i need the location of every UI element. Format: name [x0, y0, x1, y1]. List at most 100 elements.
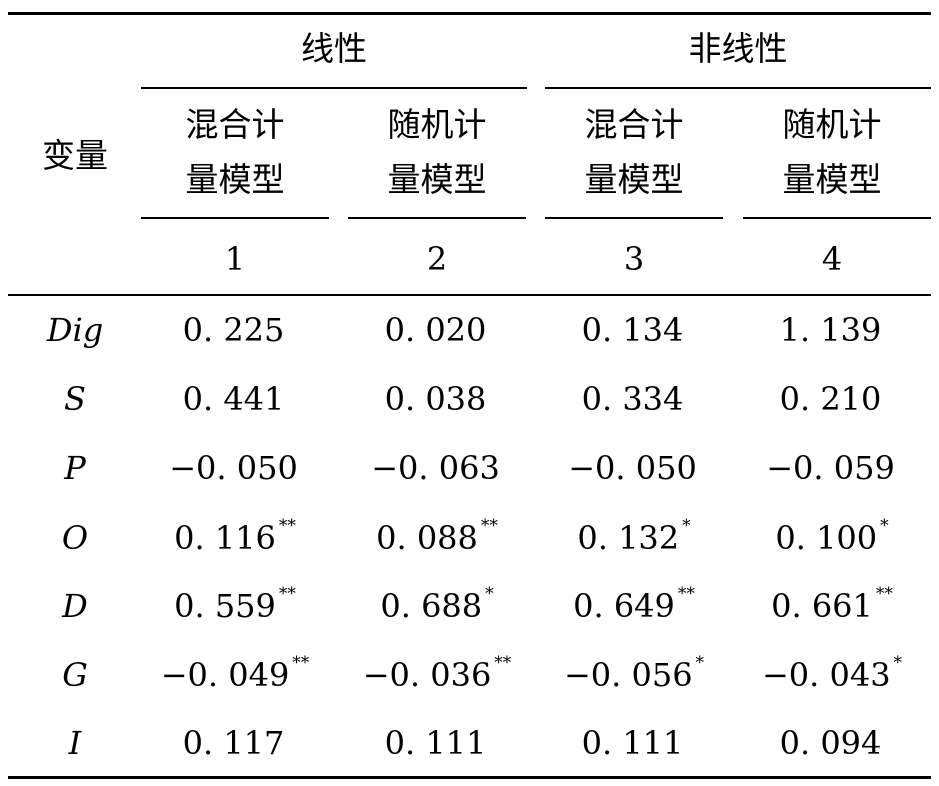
- significance-marker: **: [677, 584, 695, 604]
- table-cell: −0. 043 *: [733, 655, 931, 694]
- table-cell: 0. 334: [535, 383, 733, 415]
- cell-value: 0. 334: [581, 380, 684, 418]
- cell-value: 0. 210: [779, 380, 882, 418]
- model-1-title-line1: 混合计: [185, 105, 285, 144]
- table-cell: 0. 132 *: [535, 518, 733, 557]
- table-cell: 0. 117: [141, 727, 329, 759]
- cell-value: −0. 050: [169, 449, 298, 487]
- model-1-number: 1: [224, 240, 246, 278]
- model-2-title-line2: 量模型: [387, 160, 487, 199]
- cell-value: −0. 036: [362, 656, 492, 694]
- table-top-rule: [8, 12, 931, 15]
- model-1-rule: [141, 217, 329, 219]
- variable-column-header: 变量: [42, 136, 108, 175]
- model-3-number: 3: [623, 240, 645, 278]
- cell-value: −0. 059: [766, 449, 895, 487]
- table-cell: 0. 020: [338, 314, 536, 346]
- table-cell: −0. 050: [141, 452, 329, 484]
- table-cell: −0. 059: [733, 452, 931, 484]
- table-bottom-rule: [8, 776, 931, 779]
- cell-value: −0. 056: [563, 656, 693, 694]
- table-cell: 0. 134: [535, 314, 733, 346]
- table-cell: −0. 049 **: [141, 655, 329, 694]
- model-4-title-line1: 随机计: [782, 105, 882, 144]
- table-cell: 0. 100 *: [733, 518, 931, 557]
- table-cell: −0. 050: [535, 452, 733, 484]
- model-2-number: 2: [426, 240, 448, 278]
- significance-marker: **: [494, 653, 512, 673]
- cell-value: 1. 139: [779, 311, 882, 349]
- table-cell: 0. 111: [535, 727, 733, 759]
- row-variable-g: G: [62, 656, 88, 694]
- table-cell: 0. 111: [338, 727, 536, 759]
- cell-value: −0. 063: [371, 449, 500, 487]
- table-cell: 0. 661 **: [733, 586, 931, 625]
- cell-value: −0. 043: [761, 656, 891, 694]
- significance-marker: **: [480, 516, 498, 536]
- significance-marker: *: [682, 516, 691, 536]
- table-cell: 0. 649 **: [535, 586, 733, 625]
- cell-value: 0. 094: [779, 724, 882, 762]
- table-cell: 0. 688 *: [338, 586, 536, 625]
- cell-value: −0. 049: [160, 656, 290, 694]
- cell-value: 0. 441: [182, 380, 285, 418]
- cell-value: −0. 050: [568, 449, 697, 487]
- cell-value: 0. 116: [174, 519, 276, 557]
- model-3-rule: [545, 217, 723, 219]
- significance-marker: **: [875, 584, 893, 604]
- model-4-rule: [743, 217, 931, 219]
- cell-value: 0. 688: [380, 587, 483, 625]
- model-4-number: 4: [821, 240, 843, 278]
- cell-value: 0. 132: [577, 519, 680, 557]
- table-cell: −0. 063: [338, 452, 536, 484]
- linear-group-rule: [141, 87, 527, 89]
- nonlinear-group-rule: [545, 87, 931, 89]
- header-bottom-rule: [8, 294, 931, 296]
- row-variable-s: S: [64, 380, 86, 418]
- significance-marker: **: [278, 584, 296, 604]
- row-variable-d: D: [62, 587, 88, 625]
- model-1-title-line2: 量模型: [185, 160, 285, 199]
- model-2-rule: [348, 217, 526, 219]
- group-header-linear: 线性: [301, 29, 367, 68]
- cell-value: 0. 100: [775, 519, 878, 557]
- significance-marker: *: [880, 516, 889, 536]
- table-cell: −0. 036 **: [338, 655, 536, 694]
- row-variable-i: I: [68, 724, 82, 762]
- cell-value: 0. 038: [384, 380, 487, 418]
- cell-value: 0. 020: [384, 311, 487, 349]
- table-cell: 0. 038: [338, 383, 536, 415]
- table-cell: 0. 088 **: [338, 518, 536, 557]
- cell-value: 0. 134: [581, 311, 684, 349]
- table-cell: 0. 441: [141, 383, 329, 415]
- table-cell: −0. 056 *: [535, 655, 733, 694]
- cell-value: 0. 088: [376, 519, 478, 557]
- row-variable-o: O: [61, 519, 89, 557]
- cell-value: 0. 111: [384, 724, 487, 762]
- table-cell: 0. 210: [733, 383, 931, 415]
- cell-value: 0. 111: [581, 724, 684, 762]
- cell-value: 0. 225: [182, 311, 285, 349]
- cell-value: 0. 649: [573, 587, 675, 625]
- significance-marker: **: [278, 516, 296, 536]
- significance-marker: *: [695, 653, 705, 673]
- model-2-title-line1: 随机计: [387, 105, 487, 144]
- significance-marker: **: [292, 653, 310, 673]
- cell-value: 0. 661: [771, 587, 873, 625]
- cell-value: 0. 559: [174, 587, 276, 625]
- table-cell: 0. 559 **: [141, 586, 329, 625]
- row-variable-p: P: [64, 449, 86, 487]
- table-cell: 1. 139: [733, 314, 931, 346]
- significance-marker: *: [485, 584, 494, 604]
- row-variable-dig: Dig: [46, 311, 104, 349]
- table-cell: 0. 094: [733, 727, 931, 759]
- model-3-title-line2: 量模型: [584, 160, 684, 199]
- model-4-title-line2: 量模型: [782, 160, 882, 199]
- cell-value: 0. 117: [182, 724, 285, 762]
- table-cell: 0. 225: [141, 314, 329, 346]
- table-cell: 0. 116 **: [141, 518, 329, 557]
- model-3-title-line1: 混合计: [584, 105, 684, 144]
- significance-marker: *: [893, 653, 903, 673]
- group-header-nonlinear: 非线性: [688, 29, 788, 68]
